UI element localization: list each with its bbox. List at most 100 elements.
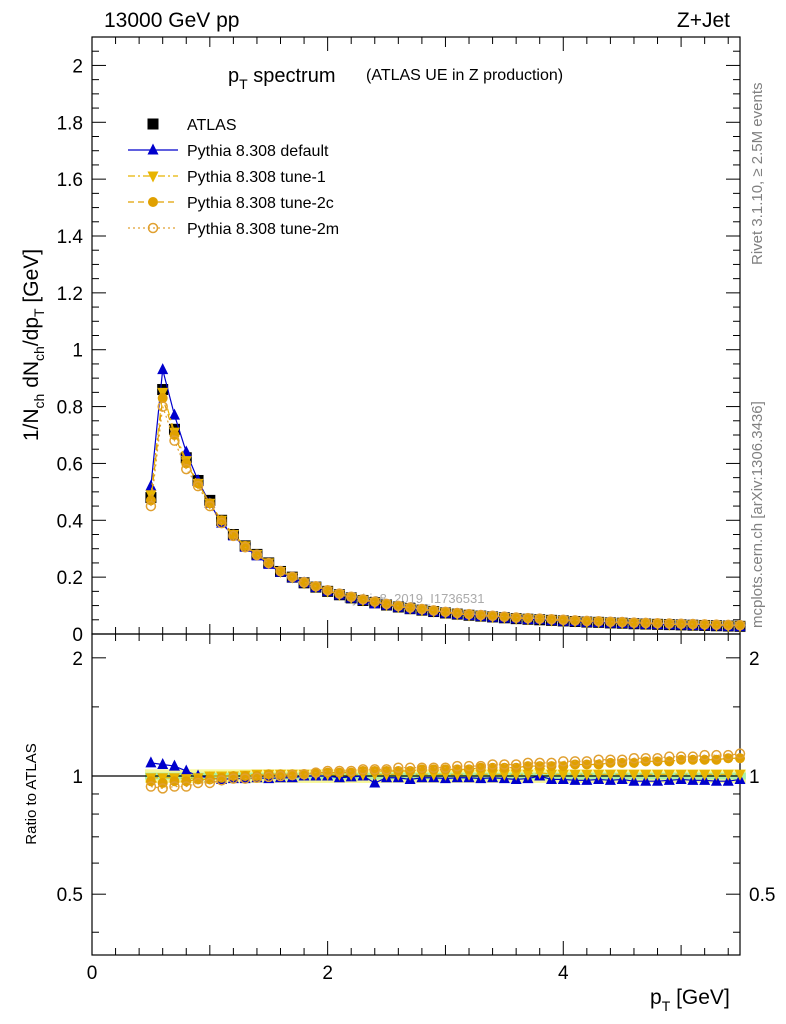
ratio-data-point bbox=[310, 767, 322, 778]
data-point bbox=[440, 606, 451, 618]
data-point bbox=[475, 610, 486, 621]
legend-marker bbox=[147, 118, 159, 130]
ratio-data-point bbox=[558, 756, 569, 767]
data-point bbox=[699, 619, 710, 630]
legend-entry: Pythia 8.308 tune-2c bbox=[128, 195, 334, 212]
rivet-label: Rivet 3.1.10, ≥ 2.5M events bbox=[749, 83, 766, 266]
ratio-data-point bbox=[699, 749, 710, 761]
ratio-data-point bbox=[581, 769, 593, 781]
data-point bbox=[711, 619, 722, 630]
series-4 bbox=[145, 401, 746, 631]
ratio-data-point bbox=[251, 772, 263, 783]
data-point bbox=[581, 615, 593, 627]
ratio-y-tick-label-right: 2 bbox=[749, 649, 760, 670]
data-point bbox=[534, 613, 545, 624]
data-point bbox=[569, 615, 581, 626]
y-tick-label: 1.6 bbox=[57, 170, 83, 191]
y-tick-label: 1.4 bbox=[57, 227, 84, 248]
ratio-data-point bbox=[428, 762, 439, 773]
data-point bbox=[593, 615, 604, 627]
data-point bbox=[510, 612, 522, 623]
ratio-y-tick-label: 0.5 bbox=[57, 885, 83, 906]
ratio-data-point bbox=[628, 752, 640, 764]
data-point bbox=[628, 617, 640, 628]
ratio-data-point bbox=[570, 759, 581, 770]
data-point bbox=[251, 549, 263, 561]
ratio-data-point bbox=[734, 769, 746, 781]
data-point bbox=[404, 602, 416, 613]
header-right: Z+Jet bbox=[677, 9, 730, 32]
data-point bbox=[511, 612, 522, 623]
data-point bbox=[157, 401, 168, 412]
ratio-data-point bbox=[699, 769, 711, 781]
data-point bbox=[287, 571, 298, 583]
data-point bbox=[593, 616, 604, 627]
ratio-data-point bbox=[605, 757, 616, 768]
ratio-data-point bbox=[145, 781, 157, 792]
data-point bbox=[239, 542, 251, 553]
data-point bbox=[334, 588, 345, 599]
data-point bbox=[275, 566, 286, 577]
ratio-data-point bbox=[287, 769, 298, 781]
ratio-data-point bbox=[581, 756, 593, 767]
ratio-data-point bbox=[204, 777, 216, 789]
ratio-data-point bbox=[475, 769, 487, 781]
ratio-data-point bbox=[369, 764, 381, 775]
ratio-data-point bbox=[510, 759, 522, 770]
ratio-data-point bbox=[299, 769, 310, 780]
data-point bbox=[216, 515, 227, 526]
data-point bbox=[393, 600, 404, 612]
data-point bbox=[298, 577, 310, 588]
ratio-data-point bbox=[711, 749, 722, 761]
data-point bbox=[522, 612, 534, 624]
data-point bbox=[345, 591, 357, 603]
data-point bbox=[381, 598, 392, 610]
data-point bbox=[652, 617, 663, 629]
ratio-series-line bbox=[150, 772, 740, 780]
ratio-y-tick-label-right: 1 bbox=[749, 767, 760, 788]
y-tick-label: 0.4 bbox=[57, 511, 84, 532]
y-tick-label: 1.2 bbox=[57, 284, 83, 305]
ratio-data-point bbox=[499, 762, 510, 773]
header-left: 13000 GeV pp bbox=[104, 9, 239, 32]
ratio-data-point bbox=[557, 769, 569, 781]
x-tick-label: 2 bbox=[322, 963, 333, 984]
plot-title: pT spectrum bbox=[228, 65, 336, 92]
ratio-data-point bbox=[475, 760, 487, 772]
ratio-data-point bbox=[345, 765, 357, 777]
ratio-data-point bbox=[193, 774, 204, 785]
ratio-data-point bbox=[640, 752, 651, 764]
ratio-data-point bbox=[145, 756, 157, 768]
ratio-data-point bbox=[393, 762, 404, 773]
ratio-data-point bbox=[652, 752, 663, 764]
ratio-data-point bbox=[322, 765, 333, 777]
ratio-data-point bbox=[169, 781, 180, 792]
legend-marker bbox=[147, 222, 159, 234]
ratio-data-point bbox=[617, 757, 628, 768]
ratio-data-point bbox=[157, 783, 168, 794]
data-point bbox=[558, 615, 569, 626]
data-point bbox=[675, 618, 687, 630]
legend-marker bbox=[147, 143, 159, 155]
ratio-data-point bbox=[511, 762, 522, 773]
ratio-data-point bbox=[675, 769, 687, 781]
data-point bbox=[369, 596, 380, 607]
ratio-data-point bbox=[381, 764, 392, 775]
data-point bbox=[735, 620, 745, 631]
data-point bbox=[157, 393, 168, 404]
ratio-data-point bbox=[723, 753, 734, 764]
data-point bbox=[723, 620, 734, 631]
ratio-data-point bbox=[722, 749, 734, 761]
ratio-data-point bbox=[181, 781, 192, 792]
data-point bbox=[499, 611, 510, 622]
legend-label: Pythia 8.308 tune-2m bbox=[187, 221, 339, 238]
data-point bbox=[605, 616, 616, 628]
ratio-data-point bbox=[451, 760, 463, 772]
y-tick-label: 1.8 bbox=[57, 113, 83, 134]
ratio-y-tick-label: 2 bbox=[72, 649, 83, 670]
ratio-data-point bbox=[581, 759, 592, 770]
data-point bbox=[628, 617, 639, 628]
data-point bbox=[428, 605, 439, 616]
ratio-data-point bbox=[664, 751, 675, 762]
